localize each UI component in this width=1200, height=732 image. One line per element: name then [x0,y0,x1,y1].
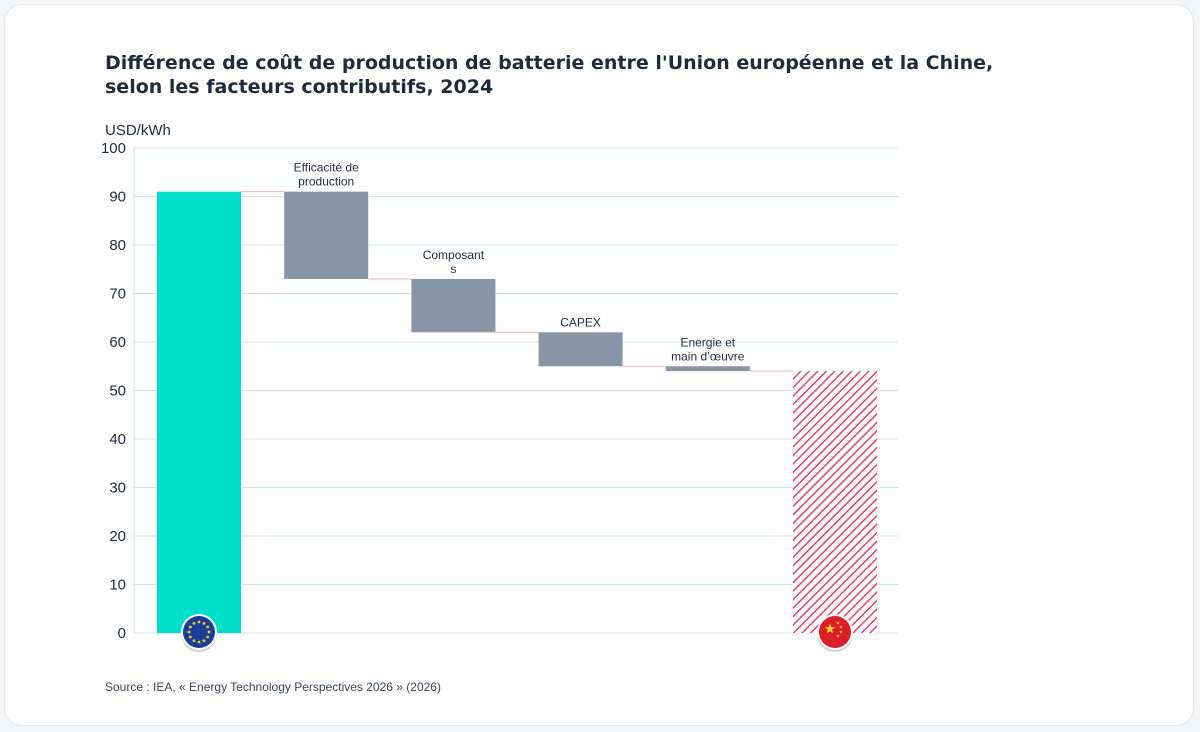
y-tick-label: 50 [109,383,126,400]
flag-star [836,634,840,638]
bar-label-line: CAPEX [560,315,601,329]
flag-field [183,616,215,648]
y-tick-label: 80 [109,237,126,254]
bar-label: Composant s [423,248,485,276]
y-tick-label: 20 [109,528,126,545]
title-line-1: Différence de coût de production de batt… [105,52,994,74]
flag-star [207,630,211,634]
y-tick-label: 40 [109,431,126,448]
bar-label-line: Efficacité de [294,161,359,175]
source-note: Source : IEA, « Energy Technology Perspe… [105,680,441,694]
y-tick-label: 0 [118,625,126,642]
flag-star [824,623,836,634]
bar-label: CAPEX [560,315,601,329]
flag-star [839,630,843,634]
title-line-2: selon les facteurs contributifs, 2024 [105,76,494,98]
bar-label-line: Energie et [680,335,735,349]
flag-star [197,640,201,644]
flag-star [202,639,206,643]
y-tick-label: 90 [109,189,126,206]
chart-title: Différence de coût de production de batt… [105,51,1005,99]
bar-label-line: s [450,262,456,276]
y-tick-label: 70 [109,286,126,303]
bar-label: Energie et main d’œuvre [671,335,745,363]
flag-star [202,621,206,625]
factor-bar [411,278,496,333]
y-tick-label: 60 [109,334,126,351]
bar-label-line: production [298,175,354,189]
bar-layer [157,191,877,633]
flag-star [187,630,191,634]
flag-field [819,616,851,648]
flag-star [836,621,840,625]
factor-bar [538,332,623,367]
flag-star [206,635,210,639]
flag-star [197,620,201,624]
bar-label: Efficacité de production [294,161,359,189]
flag-star [192,639,196,643]
bar-label-line: main d’œuvre [671,349,745,363]
y-tick-label: 100 [101,140,126,157]
y-axis-unit-label: USD/kWh [105,122,171,139]
bar-label-line: Composant [423,248,485,262]
eu-flag-icon [181,614,217,652]
flag-star [206,625,210,629]
flag-star [839,625,843,629]
connector-layer [241,191,793,372]
flag-star [188,635,192,639]
grid-layer: 0 10 20 30 40 50 60 70 80 90 100 [101,140,898,642]
china-total-bar [793,371,877,633]
factor-bar [284,191,369,279]
label-layer: Efficacité de production Composant s CAPEX En… [294,161,745,364]
factor-bar [665,366,750,372]
china-flag-icon [817,614,853,652]
icon-layer [181,614,853,652]
y-tick-label: 30 [109,480,126,497]
eu-total-bar [157,191,241,633]
y-tick-label: 10 [109,577,126,594]
flag-star [188,625,192,629]
flag-star [192,621,196,625]
